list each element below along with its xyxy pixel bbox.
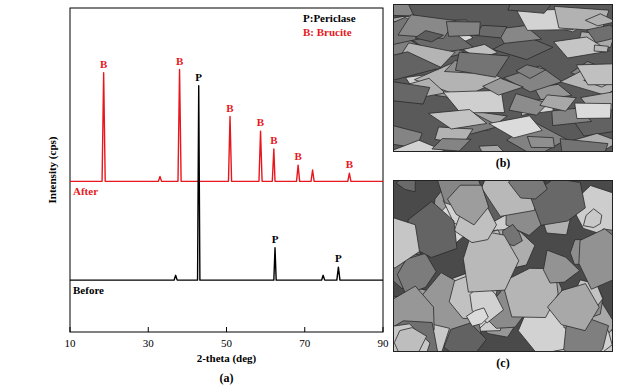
series-line [70, 70, 383, 182]
series-label: After [73, 185, 98, 197]
x-axis-title: 2-theta (deg) [197, 352, 257, 365]
panel-label: (b) [496, 156, 511, 170]
peak-label: P [272, 233, 279, 245]
panel-label: (a) [220, 371, 234, 385]
key-entry: B: Brucite [303, 26, 352, 38]
key-entry: P:Periclase [303, 12, 356, 24]
peak-label: B [226, 102, 234, 114]
x-tick [226, 327, 227, 332]
peak-label: B [346, 158, 354, 170]
peak-label: B [270, 134, 278, 146]
sem-image [393, 180, 613, 352]
peak-label: B [176, 55, 184, 67]
panel-label: (c) [496, 356, 509, 370]
y-axis-title: Intensity (cps) [46, 136, 59, 203]
peak-label: B [294, 150, 302, 162]
x-tick [148, 327, 149, 332]
figure: 10 30 50 70 90 2-theta (deg) Intensity (cps) (a… [0, 0, 619, 391]
peak-label: B [257, 116, 265, 128]
peak-label: P [335, 252, 342, 264]
peak-label: P [195, 71, 202, 83]
series-group [70, 70, 383, 281]
x-tick [383, 327, 384, 332]
x-tick-label: 30 [143, 337, 155, 349]
x-tick-label: 50 [221, 337, 233, 349]
sem-image [393, 4, 613, 152]
x-tick-label: 70 [299, 337, 311, 349]
series-line [70, 86, 383, 280]
plot-frame [70, 8, 383, 332]
peak-label: B [100, 58, 108, 70]
series-label: Before [73, 284, 104, 296]
x-tick [304, 327, 305, 332]
x-tick [70, 327, 71, 332]
x-tick-label: 10 [65, 337, 77, 349]
x-tick-label: 90 [378, 337, 390, 349]
